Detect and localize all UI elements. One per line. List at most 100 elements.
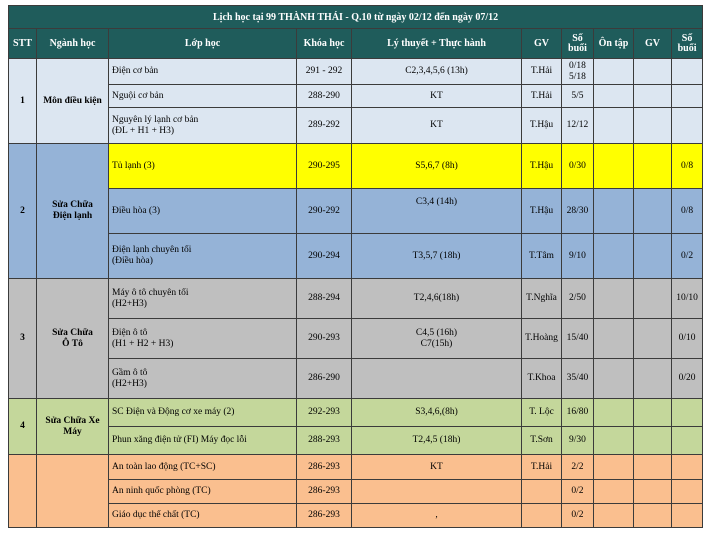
sessions-cell: 9/30 [561, 426, 594, 455]
course-cell: 286-290 [296, 358, 352, 399]
course-cell: 290-293 [296, 318, 352, 359]
schedule-cell: C4,5 (16h) C7(15h) [351, 318, 522, 359]
schedule-cell: S3,4,6,(8h) [351, 398, 522, 427]
schedule-cell: C3,4 (14h) [351, 188, 522, 234]
sessions-2-cell: 0/10 [670, 318, 704, 359]
sessions-2-cell: 0/8 [670, 188, 704, 234]
review-cell [593, 107, 634, 144]
sessions-2-cell: 0/8 [670, 143, 704, 189]
teacher-cell: T.Hoàng [521, 318, 562, 359]
course-cell: 292-293 [296, 398, 352, 427]
review-cell [593, 143, 634, 189]
teacher-2-cell [633, 143, 672, 189]
schedule-cell [351, 479, 522, 504]
major-cell [36, 454, 109, 528]
sessions-2-cell [670, 107, 704, 144]
sessions-2-cell [670, 426, 704, 455]
sessions-2-cell: 10/10 [670, 278, 704, 319]
teacher-2-cell [633, 84, 672, 108]
table-row: Điện ô tô (H1 + H2 + H3) 290-293 C4,5 (16h… [9, 318, 704, 359]
teacher-2-cell [633, 107, 672, 144]
sessions-2-cell [670, 454, 704, 480]
course-cell: 290-292 [296, 188, 352, 234]
class-cell: Nguội cơ bản [108, 84, 297, 108]
sessions-2-cell: 0/20 [670, 358, 704, 399]
teacher-cell: T.Hậu [521, 107, 562, 144]
header-teacher-2: GV [633, 28, 672, 59]
sessions-cell: 2/2 [561, 454, 594, 480]
review-cell [593, 233, 634, 279]
table-row: Gầm ô tô (H2+H3) 286-290 T.Khoa 35/40 0/20 [9, 358, 704, 399]
schedule-cell: C2,3,4,5,6 (13h) [351, 58, 522, 85]
course-cell: 286-293 [296, 479, 352, 504]
stt-cell: 1 [8, 58, 37, 144]
course-cell: 286-293 [296, 503, 352, 528]
class-cell: Điều hòa (3) [108, 188, 297, 234]
title-row: Lịch học tại 99 THÀNH THÁI - Q.10 từ ngà… [7, 5, 704, 29]
schedule-table: Lịch học tại 99 THÀNH THÁI - Q.10 từ ngà… [7, 5, 704, 528]
teacher-2-cell [633, 479, 672, 504]
review-cell [593, 479, 634, 504]
review-cell [593, 58, 634, 85]
table-row: Điện lạnh chuyên tối (Điều hòa) 290-294 T3… [9, 233, 704, 279]
class-cell: Gầm ô tô (H2+H3) [108, 358, 297, 399]
teacher-2-cell [633, 426, 672, 455]
header-sessions-2: Số buổi [670, 28, 704, 59]
schedule-cell: KT [351, 454, 522, 480]
sessions-cell: 15/40 [561, 318, 594, 359]
major-cell: Môn điều kiện [36, 58, 109, 144]
stt-cell [8, 454, 37, 528]
class-cell: Điện cơ bản [108, 58, 297, 85]
teacher-2-cell [633, 318, 672, 359]
sheet-title: Lịch học tại 99 THÀNH THÁI - Q.10 từ ngà… [7, 5, 704, 29]
sessions-cell: 28/30 [561, 188, 594, 234]
schedule-cell: KT [351, 84, 522, 108]
review-cell [593, 358, 634, 399]
schedule-cell: T2,4,5 (18h) [351, 426, 522, 455]
course-cell: 290-295 [296, 143, 352, 189]
teacher-2-cell [633, 278, 672, 319]
schedule-cell: , [351, 503, 522, 528]
stt-cell: 4 [8, 398, 37, 455]
teacher-cell: T.Hậu [521, 188, 562, 234]
course-cell: 288-294 [296, 278, 352, 319]
sessions-cell: 9/10 [561, 233, 594, 279]
course-cell: 288-290 [296, 84, 352, 108]
teacher-2-cell [633, 58, 672, 85]
header-review: Ôn tập [593, 28, 634, 59]
teacher-cell: T.Khoa [521, 358, 562, 399]
sessions-cell: 0/18 5/18 [561, 58, 594, 85]
stt-cell: 2 [8, 143, 37, 279]
sessions-cell: 12/12 [561, 107, 594, 144]
header-major: Ngành học [36, 28, 109, 59]
class-cell: Nguyên lý lạnh cơ bản (ĐL + H1 + H3) [108, 107, 297, 144]
table-row: Giáo dục thể chất (TC) 286-293, 0/2 [9, 503, 704, 528]
sessions-cell: 2/50 [561, 278, 594, 319]
table-row: Điều hòa (3) 290-292 C3,4 (14h) T.Hậu 28/30 0… [9, 188, 704, 234]
table-row: Phun xăng điện tử (FI) Máy đọc lỗi 288-29… [9, 426, 704, 455]
class-cell: Điện ô tô (H1 + H2 + H3) [108, 318, 297, 359]
course-cell: 288-293 [296, 426, 352, 455]
class-cell: Phun xăng điện tử (FI) Máy đọc lỗi [108, 426, 297, 455]
review-cell [593, 278, 634, 319]
major-cell: Sửa Chữa Ô Tô [36, 278, 109, 399]
table-row: 2 Sửa Chữa Điện lạnh Tủ lạnh (3) 290-295 S5,… [8, 143, 704, 279]
sessions-cell: 16/80 [561, 398, 594, 427]
header-sessions: Số buổi [561, 28, 594, 59]
table-row: An toàn lao động (TC+SC) 286-293 KT T.Hải 2/… [8, 454, 704, 528]
table-row: 3 Sửa Chữa Ô Tô Máy ô tô chuyên tối (H2+H3… [8, 278, 704, 399]
teacher-2-cell [633, 358, 672, 399]
table-row: 4 Sửa Chữa Xe Máy SC Điện và Động cơ xe má… [8, 398, 704, 455]
review-cell [593, 188, 634, 234]
schedule-sheet: Lịch học tại 99 THÀNH THÁI - Q.10 từ ngà… [7, 5, 704, 528]
teacher-cell [521, 479, 562, 504]
stt-cell: 3 [8, 278, 37, 399]
schedule-cell [351, 358, 522, 399]
course-cell: 286-293 [296, 454, 352, 480]
course-cell: 291 - 292 [296, 58, 352, 85]
class-cell: Giáo dục thể chất (TC) [108, 503, 297, 528]
schedule-cell: T2,4,6(18h) [351, 278, 522, 319]
sessions-cell: 0/30 [561, 143, 594, 189]
table-row: Nguyên lý lạnh cơ bản (ĐL + H1 + H3) 289-… [9, 107, 704, 144]
sessions-cell: 0/2 [561, 479, 594, 504]
